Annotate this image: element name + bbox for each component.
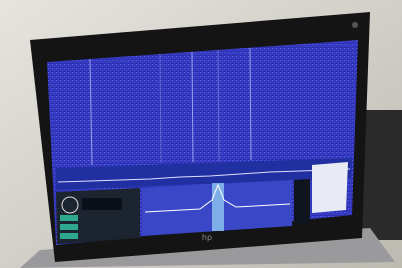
button (60, 215, 78, 221)
meter-panel (294, 179, 310, 226)
button (60, 224, 78, 230)
frequency-display (82, 198, 122, 210)
equipment (360, 110, 402, 240)
signal (212, 183, 224, 231)
photo: hp (0, 0, 402, 268)
button (60, 233, 78, 239)
webcam (352, 22, 358, 28)
logo: hp (202, 233, 212, 242)
side-panel (312, 162, 348, 213)
page: {"logo": "hp"} (0, 0, 402, 268)
